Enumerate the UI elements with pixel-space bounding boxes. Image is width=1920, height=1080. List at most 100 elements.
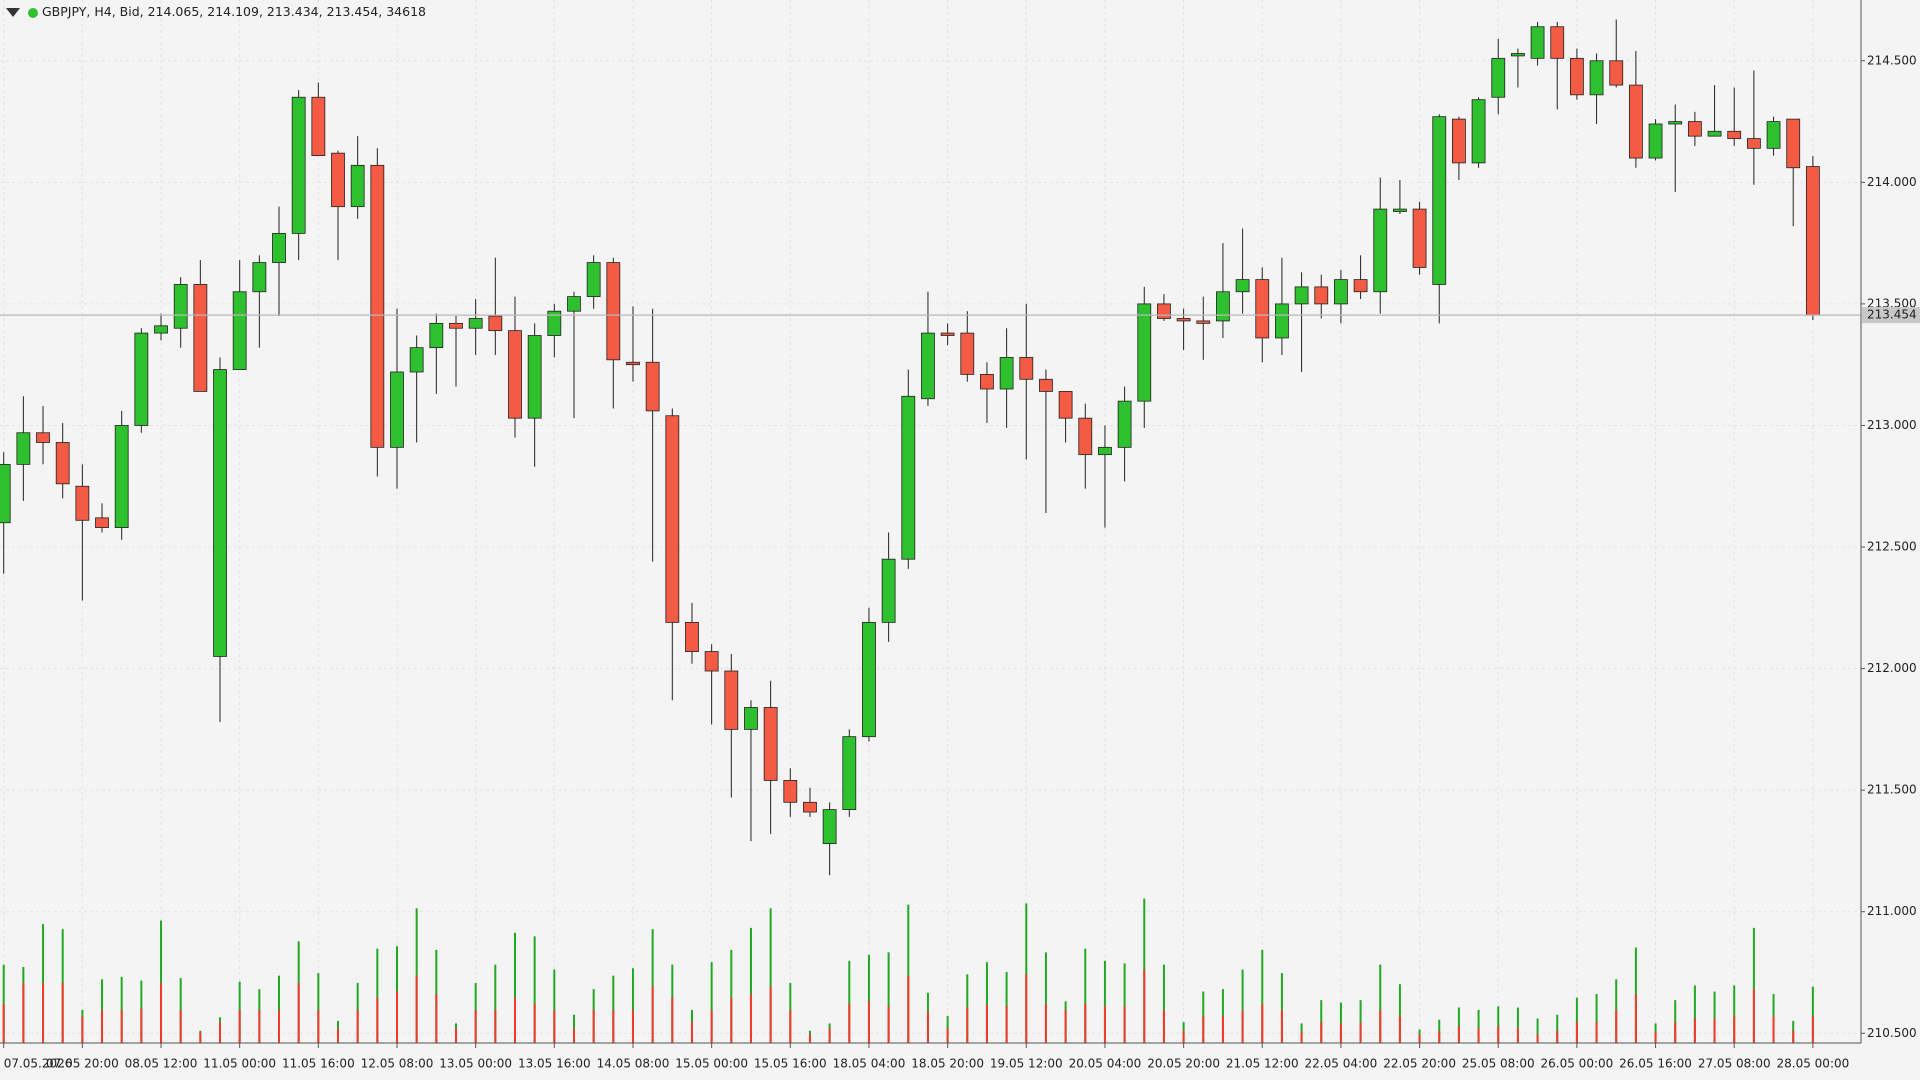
candle-body	[272, 232, 286, 263]
candle-body	[1668, 121, 1683, 125]
candle-body	[75, 485, 90, 521]
candle-body	[252, 262, 267, 293]
grid	[0, 0, 1861, 1043]
candle-body	[1570, 57, 1584, 96]
y-tick-label: 213.500	[1867, 296, 1917, 310]
candle-body	[173, 284, 188, 329]
candle-body	[586, 262, 601, 298]
candle-body	[0, 463, 11, 524]
candle-body	[1294, 286, 1309, 305]
candle-body	[1491, 57, 1506, 98]
axes: 210.500 211.000 211.500 212.000 212.500 213.0…	[3, 53, 1920, 1071]
candle-body	[1117, 400, 1132, 448]
x-tick-label: 12.05 08:00	[361, 1057, 434, 1071]
y-tick-label: 214.500	[1867, 53, 1917, 67]
price-axis	[1861, 0, 1920, 1080]
candle-body	[921, 332, 935, 400]
x-tick-label: 20.05 04:00	[1069, 1057, 1142, 1071]
x-tick-label: 08.05 12:00	[125, 1057, 198, 1071]
price-type: Bid	[120, 4, 140, 19]
x-tick-label: 15.05 16:00	[754, 1057, 827, 1071]
plot-area	[0, 0, 1861, 1043]
candle-body	[1275, 303, 1289, 339]
candle-body	[567, 296, 581, 312]
candle-body	[1530, 26, 1545, 59]
candle-body	[1746, 138, 1761, 149]
candle-body	[645, 361, 660, 412]
x-tick-label: 20.05 20:00	[1147, 1057, 1220, 1071]
header-text: GBPJPY, H4, Bid, 214.065, 214.109, 213.4…	[42, 4, 426, 19]
candle-body	[1609, 60, 1624, 86]
last-high: 214.109	[207, 4, 259, 19]
x-tick-label: 21.05 12:00	[1226, 1057, 1299, 1071]
candle-body	[1137, 303, 1152, 402]
candle-body	[1452, 118, 1466, 164]
candle-body	[665, 415, 680, 623]
x-tick-label: 27.05 08:00	[1698, 1057, 1771, 1071]
candle-body	[114, 425, 129, 528]
candle-body	[134, 332, 149, 426]
candle-body	[960, 332, 975, 375]
candle-body	[36, 432, 50, 443]
candle-body	[1707, 130, 1722, 137]
candle-body	[95, 517, 109, 528]
candle-body	[704, 651, 719, 672]
candle-body	[429, 322, 444, 349]
candle-body	[803, 801, 817, 813]
x-tick-label: 07.05.2026	[4, 1057, 73, 1071]
candle-body	[390, 371, 404, 448]
time-axis	[0, 1043, 1861, 1080]
candle-body	[1432, 116, 1447, 285]
candle-body	[724, 670, 739, 730]
x-tick-label: 11.05 00:00	[203, 1057, 276, 1071]
candle-body	[1727, 130, 1742, 139]
y-tick-label: 210.500	[1867, 1026, 1917, 1040]
last-open: 214.065	[148, 4, 200, 19]
candle-body	[1648, 123, 1663, 159]
candle-body	[822, 809, 837, 845]
candle-body	[331, 152, 345, 208]
candle-body	[1176, 318, 1191, 322]
candle-body	[409, 347, 424, 373]
candle-body	[1550, 26, 1565, 59]
header: GBPJPY, H4, Bid, 214.065, 214.109, 213.4…	[6, 4, 426, 19]
candle-body	[1216, 291, 1230, 322]
x-tick-label: 18.05 20:00	[911, 1057, 984, 1071]
candle-body	[370, 164, 385, 448]
candle-body	[881, 558, 896, 623]
x-tick-label: 28.05 00:00	[1777, 1057, 1850, 1071]
current-price-box	[1862, 307, 1920, 324]
candle-body	[1314, 286, 1329, 305]
candle-body	[685, 621, 699, 652]
candle-body	[468, 318, 483, 329]
candle-body	[1019, 356, 1034, 380]
candle-body	[508, 330, 522, 419]
candle-body	[1098, 446, 1112, 456]
candle-body	[350, 164, 365, 208]
candle-body	[1157, 303, 1171, 319]
candle-body	[193, 284, 208, 392]
candle-body	[842, 736, 857, 811]
candle-body	[232, 291, 247, 370]
candle-body	[213, 369, 227, 657]
y-tick-label: 213.000	[1867, 418, 1917, 432]
x-tick-label: 26.05 00:00	[1541, 1057, 1614, 1071]
candle-body	[901, 395, 916, 560]
symbol: GBPJPY	[42, 4, 87, 19]
candle-body	[783, 780, 798, 803]
candle-body	[527, 335, 542, 419]
candle-body	[488, 315, 503, 332]
x-tick-label: 15.05 00:00	[675, 1057, 748, 1071]
volume	[2, 898, 1814, 1043]
candle-body	[606, 262, 621, 361]
candle-body	[1511, 53, 1525, 57]
candle-body	[291, 96, 306, 234]
candle-body	[1471, 99, 1486, 164]
candles	[0, 19, 1861, 876]
candle-body	[1334, 279, 1348, 305]
menu-arrow[interactable]	[6, 8, 20, 17]
candle-body	[1805, 166, 1820, 316]
candle-body	[1255, 279, 1270, 339]
